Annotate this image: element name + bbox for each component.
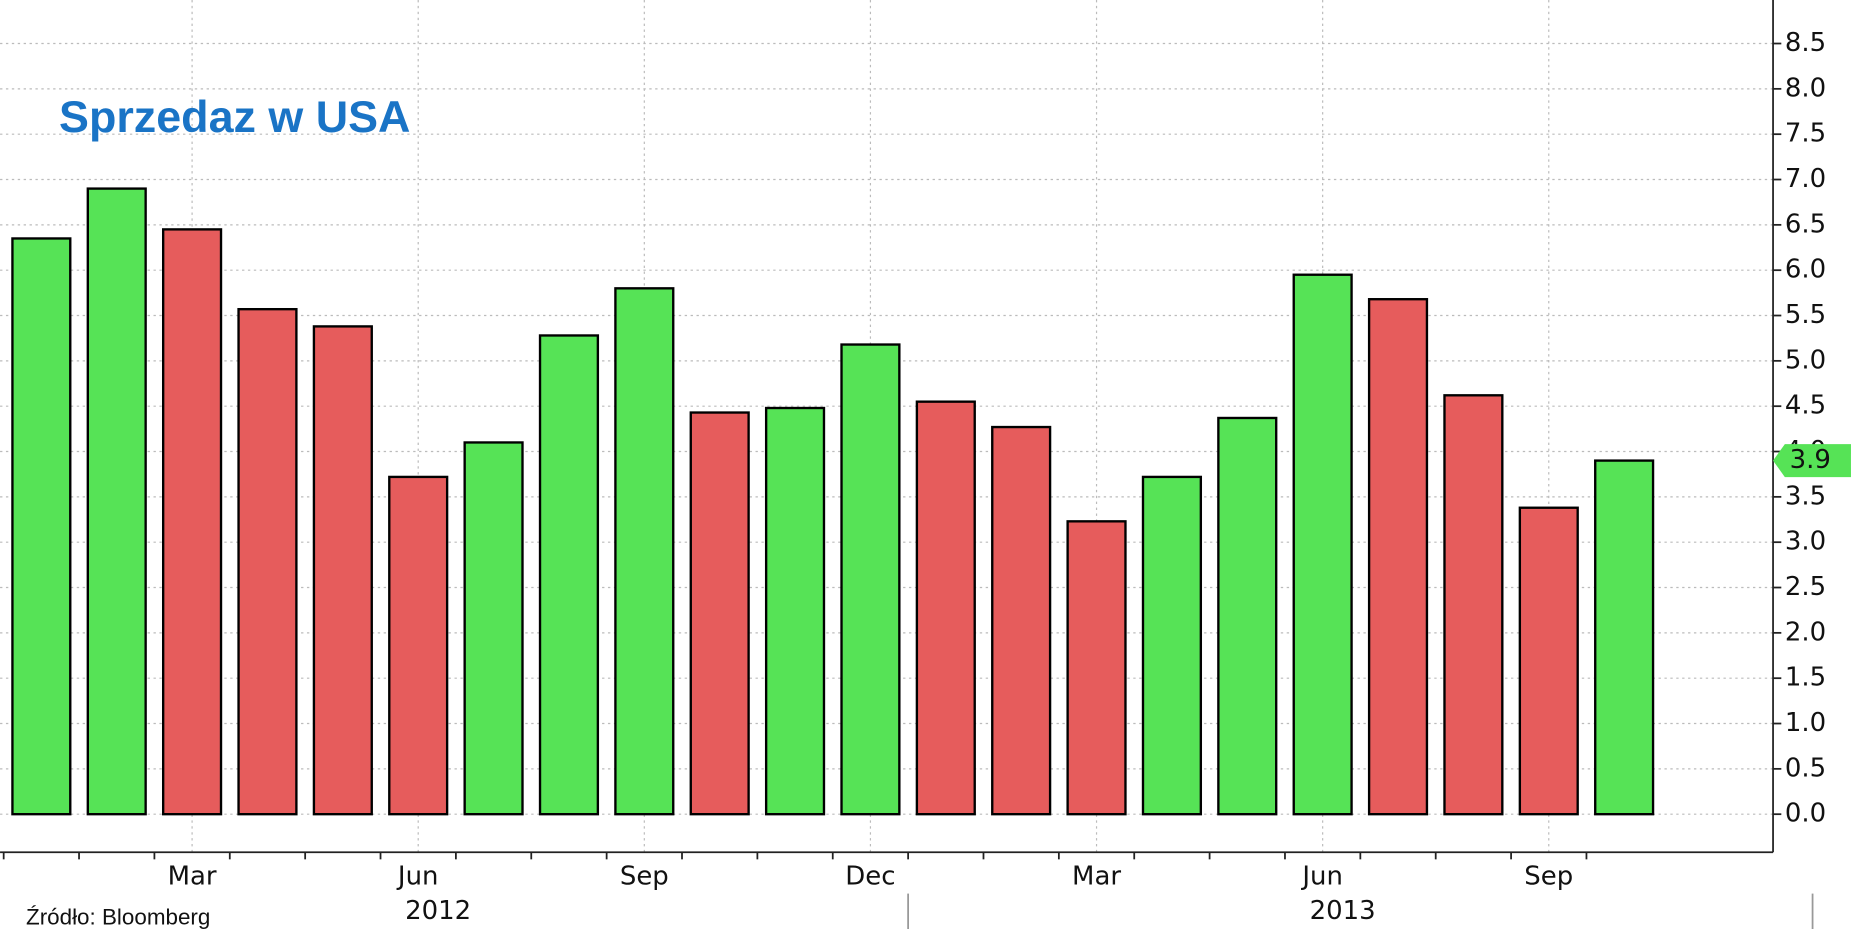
y-tick-label: 8.5 — [1785, 28, 1826, 58]
chart-title: Sprzedaz w USA — [59, 91, 410, 142]
y-tick-label: 5.5 — [1785, 300, 1826, 330]
last-value-tag — [1773, 444, 1851, 478]
y-tick-label: 1.0 — [1785, 708, 1826, 738]
bar — [1594, 459, 1655, 816]
bar — [1518, 506, 1579, 816]
y-tick-label: 3.5 — [1785, 481, 1826, 511]
bar — [1443, 394, 1504, 816]
bar — [991, 425, 1052, 816]
y-tick-label: 0.0 — [1785, 799, 1826, 829]
bar — [1367, 298, 1429, 816]
bar — [915, 400, 976, 816]
y-tick-label: 6.0 — [1785, 255, 1826, 285]
y-tick-label: 2.5 — [1785, 572, 1826, 602]
bar — [1066, 520, 1127, 816]
y-tick-label: 5.0 — [1785, 345, 1826, 375]
x-tick-label: Jun — [1300, 862, 1343, 892]
bar — [237, 307, 298, 816]
source: Źródło: Bloomberg — [26, 904, 210, 929]
bar — [1141, 475, 1203, 816]
bar — [538, 334, 600, 816]
year-label: 2012 — [405, 896, 471, 926]
bar — [1292, 273, 1353, 816]
bar — [764, 406, 826, 816]
bar — [840, 343, 901, 816]
bar — [312, 325, 373, 816]
bars — [11, 187, 1655, 816]
bar — [1217, 416, 1278, 816]
year-label: 2013 — [1310, 896, 1376, 926]
x-tick-label: Mar — [168, 862, 217, 892]
x-tick-label: Dec — [845, 862, 895, 892]
y-tick-label: 6.5 — [1785, 209, 1826, 239]
y-tick-label: 8.0 — [1785, 73, 1826, 103]
y-tick-label: 2.0 — [1785, 617, 1826, 647]
bar — [614, 287, 675, 816]
y-tick-label: 7.5 — [1785, 119, 1826, 149]
bar — [463, 441, 524, 816]
bar — [388, 475, 449, 816]
bar — [689, 411, 750, 816]
x-tick-label: Sep — [1524, 862, 1573, 892]
last-value-label: 3.9 — [1790, 445, 1831, 475]
x-tick-label: Mar — [1072, 862, 1121, 892]
bar — [86, 187, 147, 816]
x-tick-label: Jun — [396, 862, 439, 892]
bar — [11, 237, 72, 816]
y-tick-label: 4.5 — [1785, 391, 1826, 421]
bar — [161, 228, 223, 816]
x-tick-label: Sep — [620, 862, 669, 892]
y-tick-label: 1.5 — [1785, 663, 1826, 693]
y-tick-label: 7.0 — [1785, 164, 1826, 194]
y-tick-label: 0.5 — [1785, 753, 1826, 783]
y-tick-label: 3.0 — [1785, 527, 1826, 557]
